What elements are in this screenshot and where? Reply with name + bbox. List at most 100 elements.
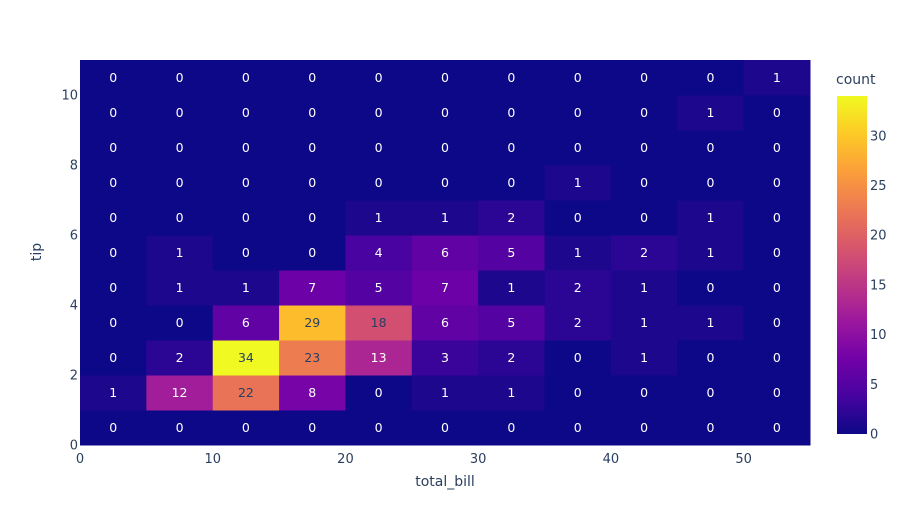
cell-value-label: 1 [773,70,781,85]
heatmap-cell [743,130,811,166]
cell-value-label: 2 [507,210,515,225]
x-tick-label: 40 [603,452,620,467]
heatmap-cell [212,235,280,271]
heatmap-cell [212,165,280,201]
heatmap-cell [677,165,745,201]
heatmap-cell [279,305,346,341]
heatmap-cell [478,235,546,271]
cell-value-label: 0 [242,70,250,85]
cell-value-label: 0 [773,175,781,190]
y-tick-label: 0 [70,439,78,454]
cell-value-label: 5 [375,280,383,295]
heatmap-cell [345,235,413,271]
heatmap-cell [411,375,479,411]
cell-value-label: 0 [375,70,383,85]
cell-value-label: 0 [640,420,648,435]
heatmap-cell [80,200,147,236]
cell-value-label: 0 [441,175,449,190]
y-tick-label: 2 [70,369,78,384]
cell-value-label: 0 [507,105,515,120]
heatmap-cell [80,340,147,376]
cell-value-label: 0 [308,175,316,190]
heatmap-cell [80,60,147,96]
heatmap-cell [146,375,214,411]
colorbar-tick-label: 10 [870,328,887,343]
cell-value-label: 0 [109,70,117,85]
cell-value-label: 1 [640,280,648,295]
heatmap-cell [544,410,612,446]
cell-value-label: 0 [706,280,714,295]
heatmap-cell [478,200,546,236]
cell-value-label: 0 [706,420,714,435]
cell-value-label: 8 [308,385,316,400]
cell-value-label: 34 [238,350,254,365]
cell-value-label: 0 [176,140,184,155]
heatmap-cell [677,270,745,306]
cell-value-label: 7 [441,280,449,295]
heatmap-cell [478,95,546,131]
cell-value-label: 0 [574,105,582,120]
heatmap-cell [146,165,214,201]
heatmap-cell [677,375,745,411]
heatmap-cell [279,375,346,411]
cell-value-label: 0 [109,315,117,330]
heatmap-cell [677,95,745,131]
cell-value-label: 0 [176,175,184,190]
cell-value-label: 29 [304,315,320,330]
cell-value-label: 2 [640,245,648,260]
heatmap-cell [279,130,346,166]
cell-value-label: 0 [176,210,184,225]
cell-value-label: 22 [238,385,254,400]
cell-value-label: 1 [706,315,714,330]
heatmap-cell [80,270,147,306]
cell-value-label: 0 [507,175,515,190]
cell-value-label: 0 [706,140,714,155]
cell-value-label: 0 [375,140,383,155]
cell-value-label: 1 [574,245,582,260]
heatmap-cell [411,165,479,201]
heatmap-cell [677,410,745,446]
heatmap-cell [743,235,811,271]
y-axis-title: tip [29,243,45,261]
heatmap-cell [279,60,346,96]
heatmap-cell [279,235,346,271]
cell-value-label: 0 [640,105,648,120]
heatmap-cell [677,60,745,96]
cell-value-label: 0 [109,210,117,225]
cell-value-label: 1 [640,350,648,365]
colorbar-tick-label: 20 [870,229,887,244]
heatmap-cell [411,60,479,96]
heatmap-cell [478,410,546,446]
cell-value-label: 0 [441,420,449,435]
heatmap-cell [345,130,413,166]
heatmap-cell [411,235,479,271]
cell-value-label: 0 [773,210,781,225]
cell-value-label: 0 [640,210,648,225]
heatmap-cell [80,305,147,341]
colorbar-tick-label: 15 [870,278,887,293]
heatmap-cell [610,235,678,271]
cell-value-label: 2 [574,315,582,330]
cell-value-label: 2 [574,280,582,295]
heatmap-cell [212,95,280,131]
cell-value-label: 0 [109,175,117,190]
heatmap-cell [544,165,612,201]
cell-value-label: 0 [640,140,648,155]
heatmap-cell [212,305,280,341]
cell-value-label: 0 [109,245,117,260]
heatmap-cell [610,375,678,411]
cell-value-label: 0 [375,175,383,190]
y-axis-ticks: 0 2 4 6 8 10 [61,89,78,454]
heatmap-cell [610,60,678,96]
heatmap-cell [677,235,745,271]
heatmap-cell [212,340,280,376]
cell-value-label: 0 [375,420,383,435]
colorbar-title: count [836,72,876,88]
heatmap-cell [743,270,811,306]
cell-value-label: 1 [706,210,714,225]
cell-value-label: 1 [109,385,117,400]
cell-value-label: 0 [441,140,449,155]
heatmap-cell [544,200,612,236]
cell-value-label: 0 [242,420,250,435]
